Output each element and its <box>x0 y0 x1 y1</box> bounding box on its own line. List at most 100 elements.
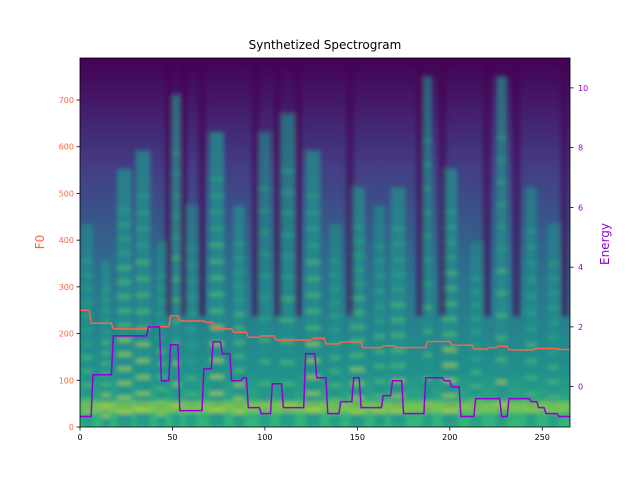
spectrogram-harmonic <box>81 383 93 387</box>
chart-title: Synthetized Spectrogram <box>249 38 402 52</box>
spectrogram-harmonic <box>496 336 508 340</box>
spectrogram-harmonic <box>81 287 93 291</box>
spectrogram-band <box>279 113 295 427</box>
spectrogram-harmonic <box>279 318 295 322</box>
spectrogram-harmonic <box>496 247 508 251</box>
x-tick-label: 150 <box>350 433 365 442</box>
spectrogram-harmonic <box>305 244 321 248</box>
spectrogram-harmonic <box>101 393 111 397</box>
spectrogram-harmonic <box>259 381 271 385</box>
spectrogram-harmonic <box>156 412 166 416</box>
spectrogram-harmonic <box>374 259 386 263</box>
spectrogram-harmonic <box>496 225 508 229</box>
spectrogram-harmonic <box>374 304 386 308</box>
spectrogram-harmonic <box>117 381 132 385</box>
spectrogram-harmonic <box>374 289 386 293</box>
spectrogram-harmonic <box>233 326 245 330</box>
spectrogram-harmonic <box>374 319 386 323</box>
spectrogram-harmonic <box>81 356 93 360</box>
x-tick-label: 0 <box>77 433 82 442</box>
x-tick-label: 200 <box>442 433 457 442</box>
spectrogram-harmonic <box>279 361 295 365</box>
spectrogram-harmonic <box>547 321 559 325</box>
spectrogram-harmonic <box>172 193 180 197</box>
energy-tick-label: 0 <box>578 383 583 392</box>
spectrogram-harmonic <box>305 211 321 215</box>
spectrogram-harmonic <box>350 368 365 371</box>
spectrogram-band <box>156 242 166 427</box>
spectrogram-harmonic <box>279 233 295 237</box>
spectrogram-harmonic <box>390 364 406 368</box>
spectrogram-harmonic <box>329 273 341 277</box>
spectrogram-harmonic <box>259 230 271 234</box>
spectrogram-harmonic <box>442 394 458 398</box>
spectrogram-harmonic <box>305 359 321 363</box>
spectrogram-harmonic <box>374 349 386 353</box>
spectrogram-harmonic <box>350 296 365 300</box>
spectrogram-harmonic <box>470 371 482 375</box>
spectrogram-harmonic <box>525 229 537 233</box>
spectrogram-harmonic <box>329 369 341 373</box>
spectrogram-harmonic <box>305 227 321 231</box>
spectrogram-harmonic <box>259 209 271 213</box>
spectrogram-harmonic <box>185 376 197 380</box>
spectrogram-harmonic <box>81 314 93 318</box>
spectrogram-harmonic <box>259 360 271 364</box>
f0-tick-label: 200 <box>59 330 74 339</box>
spectrogram-band <box>374 205 386 427</box>
spectrogram-harmonic <box>496 136 508 140</box>
spectrogram-harmonic <box>172 151 180 155</box>
spectrogram-harmonic <box>135 326 151 330</box>
spectrogram-harmonic <box>525 294 537 298</box>
spectrogram-harmonic <box>81 259 93 263</box>
spectrogram-harmonic <box>156 337 166 341</box>
spectrogram-harmonic <box>350 325 365 329</box>
spectrogram-harmonic <box>470 384 482 388</box>
spectrogram-harmonic <box>233 284 245 288</box>
spectrogram-harmonic <box>547 306 559 310</box>
spectrogram-band <box>101 260 111 427</box>
spectrogram-harmonic <box>135 359 151 363</box>
spectrogram-harmonic <box>496 358 508 362</box>
spectrogram-harmonic <box>117 396 132 400</box>
spectrogram-harmonic <box>350 396 365 400</box>
spectrogram-harmonic <box>374 274 386 278</box>
spectrogram-band <box>135 150 151 427</box>
spectrogram-gap <box>273 58 282 317</box>
spectrogram-harmonic <box>470 276 482 280</box>
spectrogram-harmonic <box>496 158 508 162</box>
spectrogram-harmonic <box>329 314 341 318</box>
energy-tick-label: 10 <box>578 84 588 93</box>
spectrogram-harmonic <box>350 382 365 386</box>
spectrogram-harmonic <box>279 169 295 173</box>
spectrogram-harmonic <box>470 290 482 294</box>
spectrogram-heatmap <box>80 58 570 427</box>
spectrogram-harmonic <box>209 342 225 346</box>
spectrogram-harmonic <box>279 276 295 279</box>
spectrogram-harmonic <box>423 187 433 191</box>
spectrogram-harmonic <box>305 195 321 198</box>
spectrogram-harmonic <box>185 295 197 299</box>
spectrogram-harmonic <box>233 368 245 372</box>
spectrogram-harmonic <box>172 298 180 302</box>
spectrogram-harmonic <box>305 277 321 281</box>
spectrogram-harmonic <box>209 293 225 296</box>
spectrogram-harmonic <box>329 383 341 387</box>
spectrogram-harmonic <box>423 353 433 357</box>
spectrogram-harmonic <box>390 303 406 307</box>
spectrogram-harmonic <box>390 227 406 231</box>
spectrogram-harmonic <box>101 319 111 323</box>
spectrogram-gap <box>251 58 260 317</box>
spectrogram-harmonic <box>305 326 321 330</box>
spectrogram-harmonic <box>156 312 166 316</box>
spectrogram-harmonic <box>350 254 365 258</box>
spectrogram-harmonic <box>496 380 508 384</box>
spectrogram-harmonic <box>470 303 482 307</box>
spectrogram-harmonic <box>329 328 341 332</box>
spectrogram-harmonic <box>135 375 151 379</box>
energy-tick-label: 2 <box>578 323 583 332</box>
spectrogram-harmonic <box>496 203 508 206</box>
spectrogram-harmonic <box>185 360 197 364</box>
spectrogram-harmonic <box>172 382 180 386</box>
